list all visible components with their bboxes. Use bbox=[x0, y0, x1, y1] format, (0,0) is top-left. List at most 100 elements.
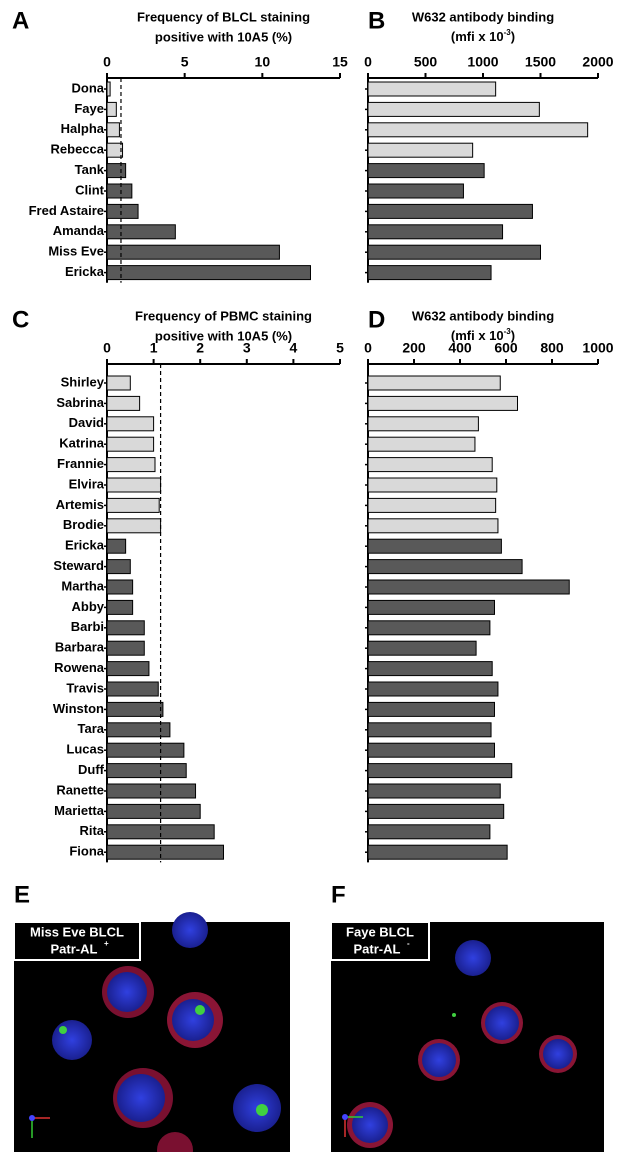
bar bbox=[367, 395, 518, 411]
category-label: Duff bbox=[78, 762, 105, 777]
bar bbox=[106, 640, 145, 656]
panel-letter: C bbox=[12, 306, 29, 333]
bar bbox=[367, 436, 476, 452]
chart-title: W632 antibody binding bbox=[412, 308, 554, 323]
bar bbox=[106, 457, 156, 473]
x-tick-label: 600 bbox=[494, 340, 518, 356]
bar bbox=[106, 844, 224, 860]
category-label: Winston bbox=[53, 701, 104, 716]
category-label: Brodie bbox=[63, 517, 104, 532]
x-tick-label: 0 bbox=[103, 54, 111, 70]
x-tick-label: 400 bbox=[448, 340, 472, 356]
bar bbox=[106, 163, 127, 179]
bar bbox=[106, 681, 159, 697]
x-tick-label: 10 bbox=[255, 54, 271, 70]
bar bbox=[367, 661, 493, 677]
bar bbox=[367, 742, 495, 758]
bar bbox=[106, 599, 134, 615]
chart-title: positive with 10A5 (%) bbox=[155, 328, 292, 343]
category-label: Martha bbox=[61, 578, 104, 593]
category-label: Fred Astaire bbox=[29, 203, 104, 218]
image-sublabel: Patr-AL bbox=[354, 941, 401, 956]
x-tick-label: 4 bbox=[290, 340, 298, 356]
bar bbox=[106, 477, 162, 493]
x-tick-label: 1000 bbox=[582, 340, 613, 356]
bar bbox=[106, 783, 197, 799]
bar bbox=[367, 783, 501, 799]
category-label: Sabrina bbox=[56, 395, 104, 410]
category-label: Tara bbox=[78, 721, 105, 736]
image-label: Faye BLCL bbox=[346, 924, 414, 939]
bar bbox=[367, 701, 495, 717]
bar bbox=[367, 457, 493, 473]
bar bbox=[367, 844, 508, 860]
category-label: Steward bbox=[53, 558, 104, 573]
bar bbox=[367, 559, 523, 575]
x-tick-label: 2000 bbox=[582, 54, 613, 70]
category-label: Tank bbox=[75, 162, 105, 177]
category-label: Travis bbox=[66, 680, 104, 695]
category-label: Fiona bbox=[69, 844, 104, 859]
x-tick-label: 2 bbox=[196, 340, 204, 356]
bar bbox=[367, 538, 502, 554]
unit-part: (mfi x 10 bbox=[451, 29, 504, 44]
bar bbox=[106, 416, 155, 432]
category-label: Faye bbox=[74, 101, 104, 116]
bar bbox=[367, 244, 541, 260]
bar bbox=[367, 763, 513, 779]
x-tick-label: 5 bbox=[181, 54, 189, 70]
bar bbox=[106, 395, 141, 411]
panel-letter: F bbox=[331, 881, 346, 908]
bar bbox=[106, 101, 117, 117]
category-label: David bbox=[69, 415, 104, 430]
bar bbox=[367, 518, 499, 534]
bar bbox=[106, 620, 145, 636]
bar bbox=[367, 497, 497, 513]
bar bbox=[367, 824, 491, 840]
x-tick-label: 0 bbox=[364, 54, 372, 70]
x-tick-label: 1500 bbox=[525, 54, 556, 70]
x-tick-label: 1000 bbox=[467, 54, 498, 70]
bar bbox=[367, 81, 497, 97]
category-label: Dona bbox=[72, 80, 105, 95]
category-label: Katrina bbox=[59, 436, 105, 451]
category-label: Frannie bbox=[57, 456, 104, 471]
unit-part: -3 bbox=[504, 327, 512, 336]
unit-part: ) bbox=[511, 328, 515, 343]
x-tick-label: 0 bbox=[103, 340, 111, 356]
bar bbox=[106, 122, 120, 138]
bar bbox=[367, 101, 540, 117]
bar bbox=[367, 163, 485, 179]
bar bbox=[106, 559, 131, 575]
bar bbox=[367, 599, 495, 615]
image-superscript: - bbox=[407, 939, 410, 948]
bar bbox=[367, 477, 498, 493]
bar bbox=[367, 579, 570, 595]
category-label: Lucas bbox=[66, 742, 104, 757]
image-label: Miss Eve BLCL bbox=[30, 924, 124, 939]
x-tick-label: 3 bbox=[243, 340, 251, 356]
bar bbox=[367, 681, 499, 697]
bar bbox=[367, 803, 505, 819]
category-label: Elvira bbox=[69, 476, 105, 491]
bar bbox=[106, 265, 311, 281]
bar bbox=[367, 224, 504, 240]
category-label: Ericka bbox=[65, 538, 105, 553]
bar bbox=[106, 244, 280, 260]
image-sublabel: Patr-AL bbox=[51, 941, 98, 956]
chart-unit: (mfi x 10-3) bbox=[451, 327, 515, 343]
bar bbox=[367, 142, 474, 158]
bar bbox=[106, 81, 111, 97]
bar bbox=[106, 183, 133, 199]
chart-title: Frequency of PBMC staining bbox=[135, 308, 312, 323]
category-label: Marietta bbox=[54, 803, 105, 818]
bar bbox=[106, 661, 150, 677]
x-tick-label: 5 bbox=[336, 340, 344, 356]
micrograph-e bbox=[13, 912, 290, 1152]
bar bbox=[106, 742, 185, 758]
x-tick-label: 15 bbox=[332, 54, 348, 70]
bar bbox=[106, 701, 164, 717]
bar bbox=[367, 203, 533, 219]
micrograph-f bbox=[330, 921, 604, 1152]
panel-letter: D bbox=[368, 306, 385, 333]
